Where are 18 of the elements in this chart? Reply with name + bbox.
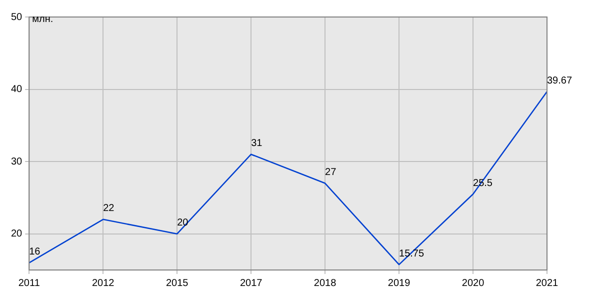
data-label: 27	[325, 167, 337, 178]
x-tick-label: 2012	[92, 278, 115, 289]
x-tick-label: 2017	[240, 278, 263, 289]
x-tick-label: 2021	[536, 278, 559, 289]
y-tick-label: 40	[11, 84, 23, 96]
data-label: 31	[251, 138, 263, 150]
x-tick-label: 2015	[166, 278, 189, 289]
data-label: 16	[29, 246, 41, 258]
x-tick-label: 2020	[462, 278, 485, 289]
x-tick-label: 2019	[388, 278, 411, 289]
y-tick-label: 50	[11, 12, 23, 23]
data-label: 22	[103, 203, 115, 214]
data-label: 39.67	[547, 75, 572, 86]
y-tick-label: 30	[11, 156, 23, 168]
x-tick-label: 2011	[18, 278, 40, 289]
x-tick-label: 2018	[314, 278, 337, 289]
y-tick-label: 20	[11, 228, 23, 240]
y-axis-title: млн.	[32, 14, 54, 25]
